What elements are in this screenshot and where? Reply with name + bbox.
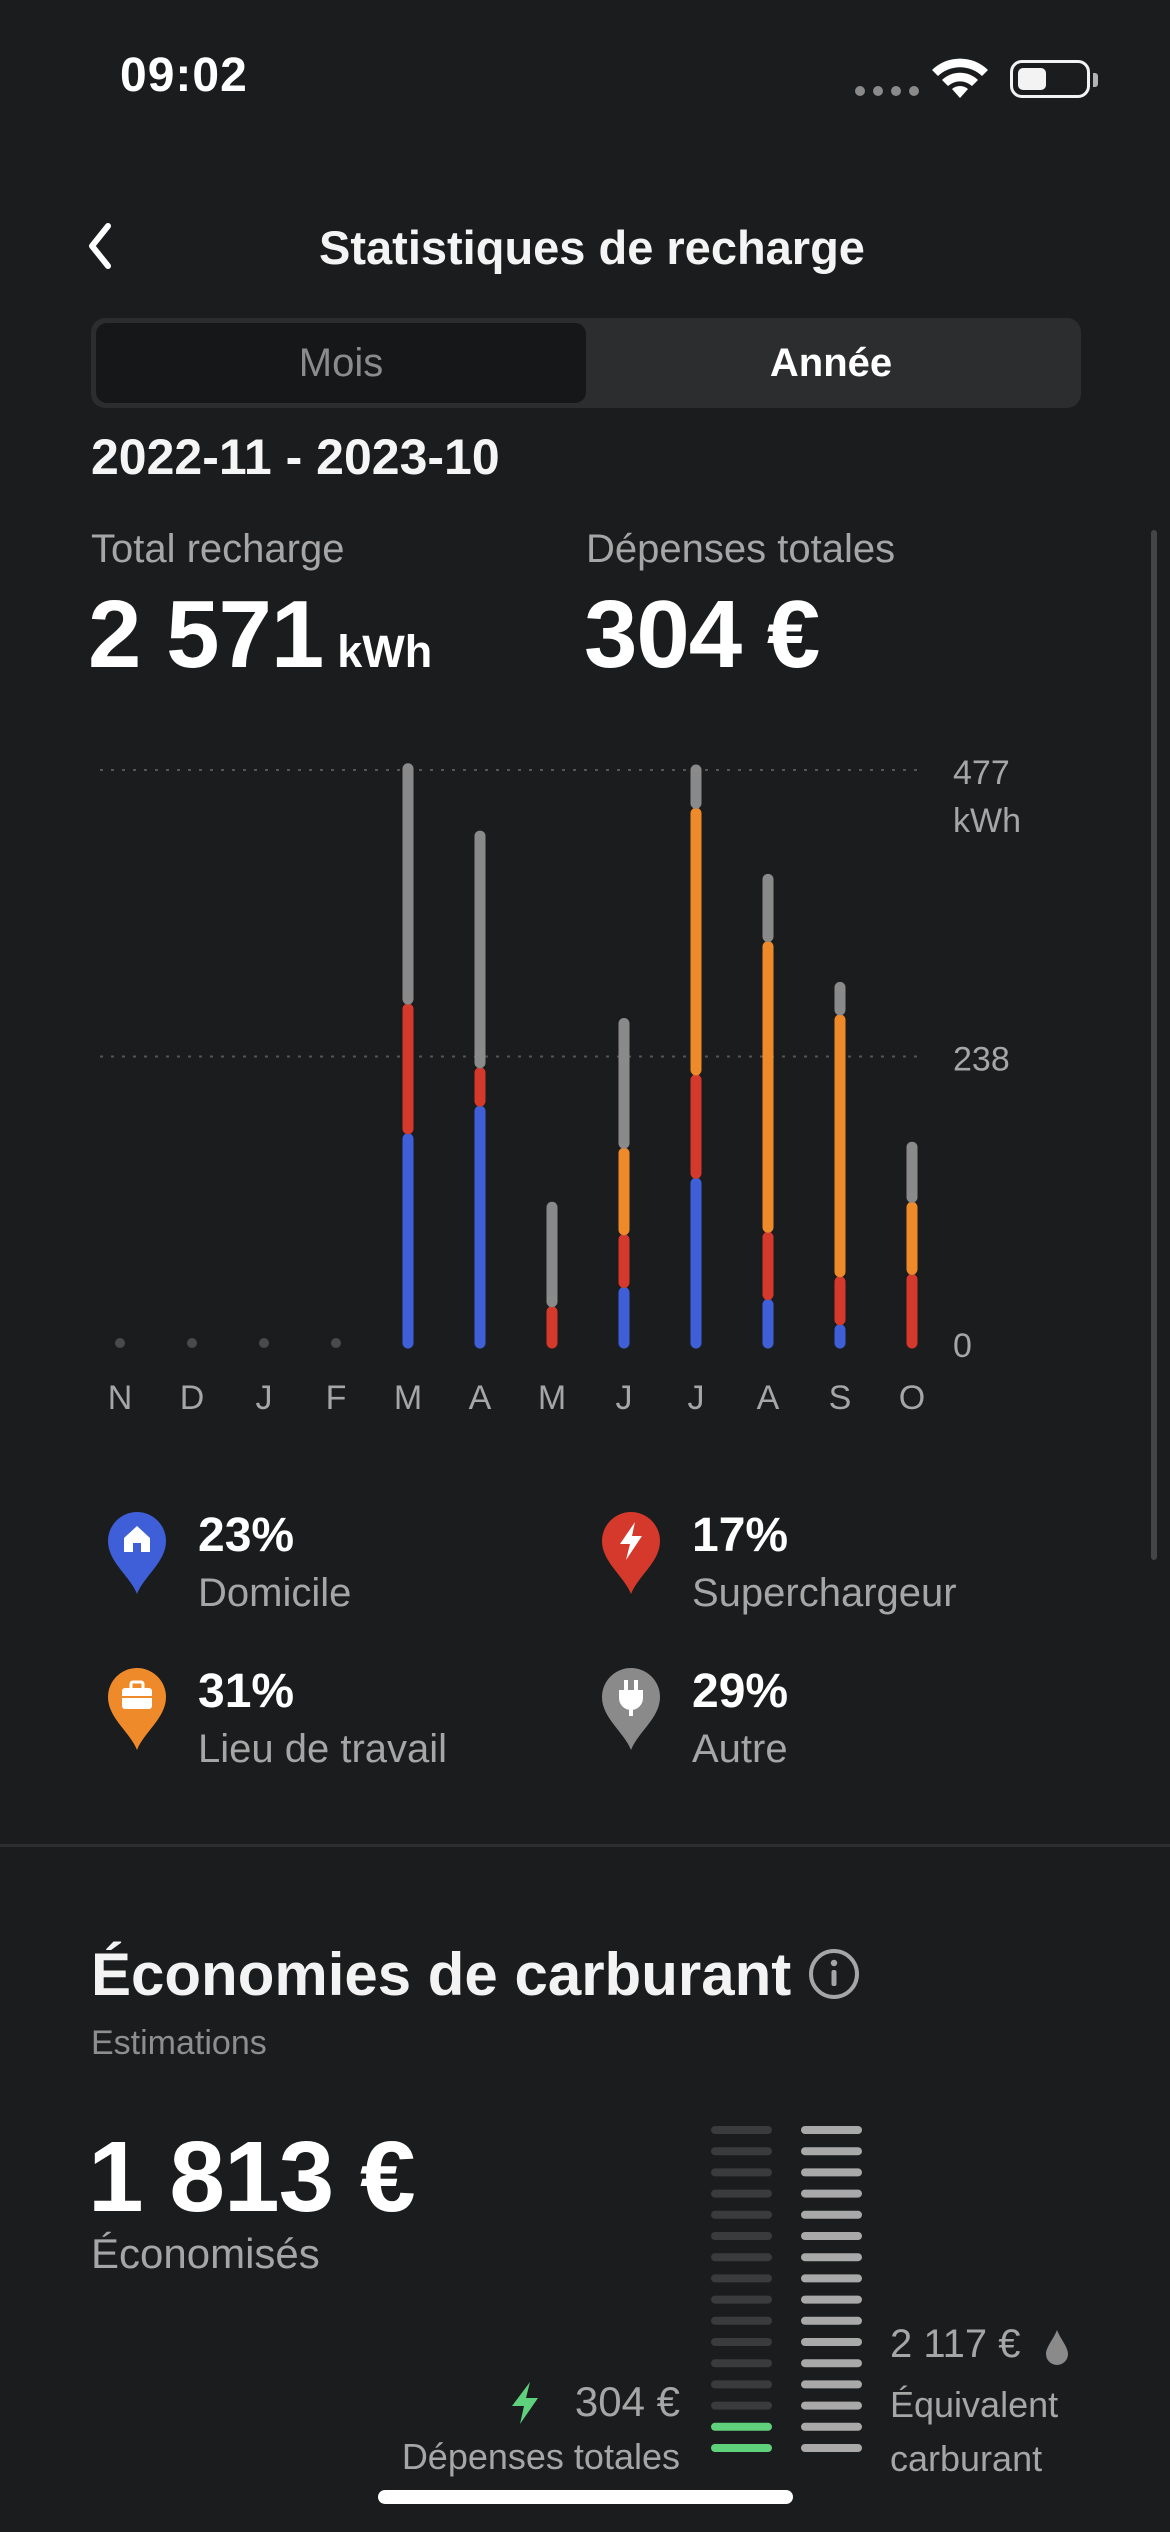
legend-work-pct: 31% [198,1665,295,1718]
plug-icon [602,1668,660,1750]
back-chevron-icon[interactable] [80,218,120,274]
fuel-drop-icon [1046,2330,1068,2365]
battery-icon [1010,60,1098,98]
x-tick-label: M [394,1379,422,1417]
savings-title: Économies de carburant [91,1941,792,2008]
total-spend-label: Dépenses totales [586,527,896,571]
x-tick-label: N [108,1379,133,1417]
x-tick-label: J [256,1379,273,1417]
x-tick-label: F [326,1379,347,1417]
total-charge-unit: kWh [337,626,433,677]
saved-label: Économisés [91,2230,320,2277]
savings-subtitle: Estimations [91,2024,267,2062]
y-tick-label: 477 [953,754,1010,792]
empty-month-dot [187,1338,197,1348]
x-tick-label: S [829,1379,852,1417]
legend-supercharger-pct: 17% [692,1509,789,1562]
bolt-icon [512,2382,538,2424]
briefcase-icon [108,1668,166,1750]
x-tick-label: J [688,1379,705,1417]
x-tick-label: J [616,1379,633,1417]
fuel-amount: 2 117 € [890,2322,1021,2366]
total-charge-label: Total recharge [91,527,345,571]
status-time: 09:02 [120,49,248,102]
date-range: 2022-11 - 2023-10 [91,429,500,485]
legend-item-work[interactable]: 31% Lieu de travail [104,1664,447,1778]
legend-item-home[interactable]: 23% Domicile [104,1508,351,1622]
x-tick-label: A [469,1379,492,1417]
bolt-icon [602,1512,660,1594]
empty-month-dot [259,1338,269,1348]
page-title: Statistiques de recharge [319,221,865,274]
x-tick-label: A [757,1379,780,1417]
legend-supercharger-label: Superchargeur [692,1571,957,1615]
y-axis-unit: kWh [953,802,1021,840]
scrollbar[interactable] [1151,530,1157,1560]
section-divider [0,1844,1170,1847]
total-charge-value: 2 571 kWh [88,580,432,690]
legend-home-pct: 23% [198,1509,295,1562]
spend-amount: 304 € [574,2378,680,2425]
empty-month-dot [331,1338,341,1348]
legend-other-pct: 29% [692,1665,789,1718]
saved-value: 1 813 € [88,2121,416,2233]
wifi-icon [932,58,988,98]
legend-item-supercharger[interactable]: 17% Superchargeur [598,1508,957,1622]
legend-work-label: Lieu de travail [198,1727,448,1771]
home-indicator[interactable] [378,2490,793,2504]
home-icon [108,1512,166,1594]
y-tick-label: 238 [953,1041,1010,1079]
x-tick-label: O [899,1379,925,1417]
charging-chart-svg: 0 238 477 kWh N D J F M A M J J A S O [100,754,1021,1417]
fuel-label: Équivalent carburant [890,2384,1059,2479]
charging-chart: 0 238 477 kWh N D J F M A M J J A S O [0,740,1170,1420]
legend-other-label: Autre [692,1727,788,1771]
tab-month[interactable]: Mois [96,323,586,403]
total-charge-number: 2 571 [88,581,324,688]
tab-year[interactable]: Année [769,340,893,385]
total-spend-value: 304 € [584,581,820,688]
empty-month-dot [115,1338,125,1348]
savings-comparison-bars [711,2126,862,2452]
period-segmented-control: Mois Année [91,318,1081,408]
legend-item-other[interactable]: 29% Autre [598,1664,788,1778]
info-icon[interactable] [808,1948,860,2000]
legend-home-label: Domicile [198,1571,352,1615]
x-tick-label: D [180,1379,205,1417]
y-tick-label: 0 [953,1327,972,1365]
cellular-signal-icon [855,86,919,96]
spend-label: Dépenses totales [401,2436,680,2477]
x-tick-label: M [538,1379,566,1417]
